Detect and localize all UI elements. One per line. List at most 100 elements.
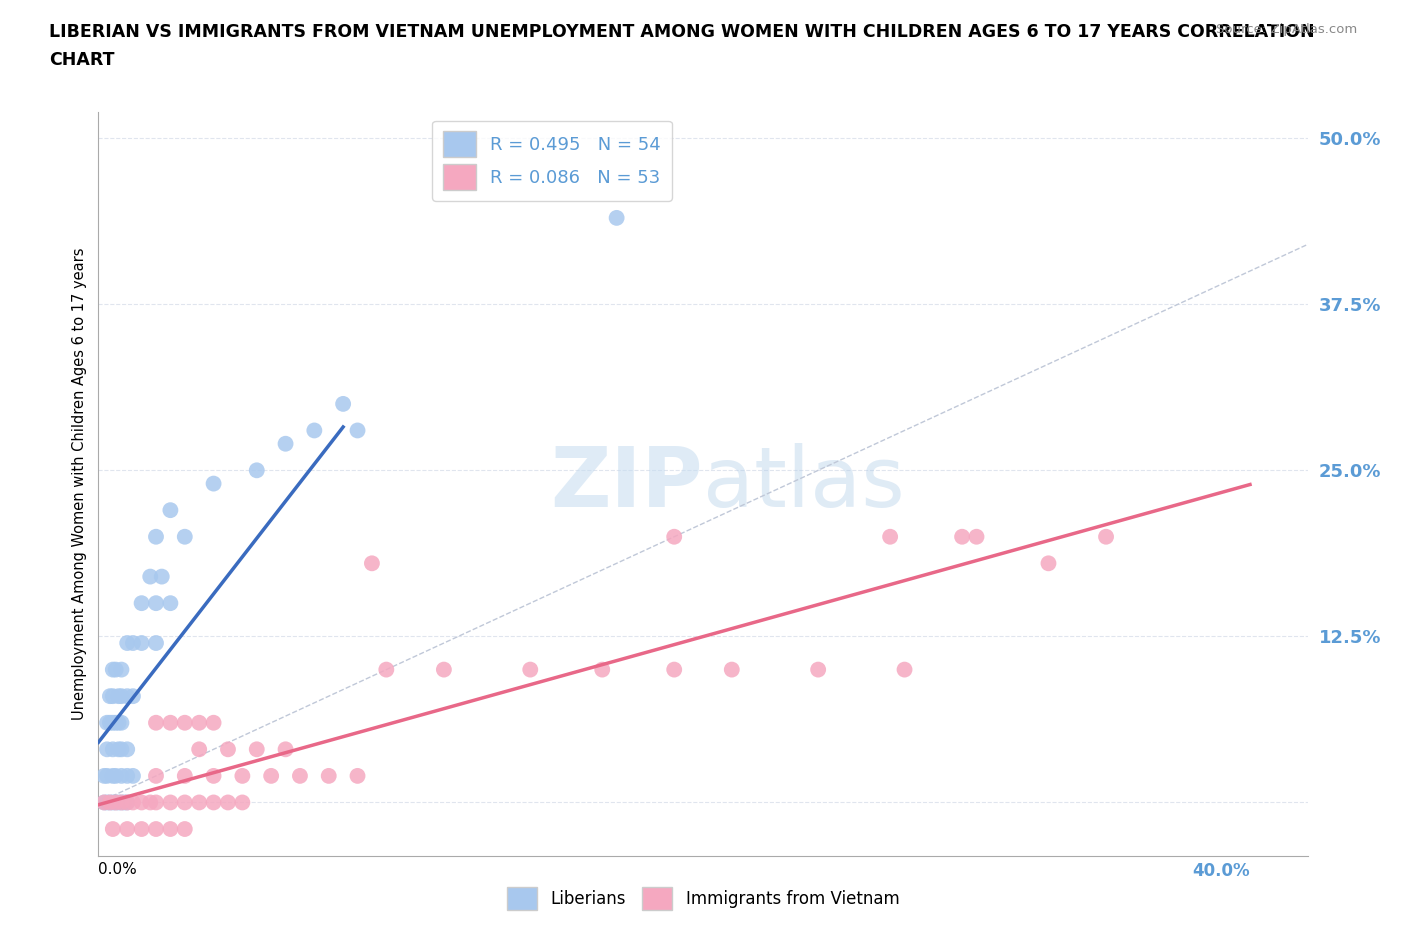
Point — [433, 662, 456, 677]
Point — [159, 596, 181, 611]
Point — [107, 689, 129, 704]
Text: CHART: CHART — [49, 51, 115, 69]
Point — [98, 689, 121, 704]
Point — [139, 569, 162, 584]
Point — [96, 768, 118, 783]
Point — [115, 768, 138, 783]
Point — [93, 768, 115, 783]
Point — [101, 768, 124, 783]
Point — [159, 795, 181, 810]
Point — [720, 662, 742, 677]
Point — [112, 795, 135, 810]
Point — [288, 768, 311, 783]
Point — [332, 396, 354, 411]
Point — [104, 795, 127, 810]
Legend: Liberians, Immigrants from Vietnam: Liberians, Immigrants from Vietnam — [501, 880, 905, 917]
Point — [110, 662, 132, 677]
Point — [260, 768, 283, 783]
Point — [150, 569, 173, 584]
Point — [115, 635, 138, 650]
Point — [98, 795, 121, 810]
Point — [188, 742, 211, 757]
Point — [246, 463, 269, 478]
Point — [202, 768, 225, 783]
Point — [173, 821, 195, 836]
Point — [93, 795, 115, 810]
Point — [173, 529, 195, 544]
Point — [101, 742, 124, 757]
Point — [104, 768, 127, 783]
Point — [110, 689, 132, 704]
Point — [159, 715, 181, 730]
Point — [346, 768, 368, 783]
Point — [231, 768, 253, 783]
Point — [159, 821, 181, 836]
Point — [93, 795, 115, 810]
Text: ZIP: ZIP — [551, 443, 703, 525]
Point — [591, 662, 613, 677]
Point — [950, 529, 973, 544]
Point — [122, 768, 145, 783]
Point — [274, 436, 297, 451]
Point — [115, 821, 138, 836]
Point — [115, 742, 138, 757]
Point — [101, 795, 124, 810]
Point — [145, 821, 167, 836]
Point — [98, 715, 121, 730]
Point — [173, 768, 195, 783]
Point — [101, 715, 124, 730]
Point — [159, 503, 181, 518]
Legend: R = 0.495   N = 54, R = 0.086   N = 53: R = 0.495 N = 54, R = 0.086 N = 53 — [432, 121, 672, 201]
Point — [98, 795, 121, 810]
Point — [879, 529, 901, 544]
Point — [173, 715, 195, 730]
Y-axis label: Unemployment Among Women with Children Ages 6 to 17 years: Unemployment Among Women with Children A… — [72, 247, 87, 720]
Point — [807, 662, 830, 677]
Point — [96, 742, 118, 757]
Text: 0.0%: 0.0% — [98, 862, 138, 877]
Point — [202, 795, 225, 810]
Point — [115, 795, 138, 810]
Point — [145, 768, 167, 783]
Point — [110, 795, 132, 810]
Point — [110, 742, 132, 757]
Point — [104, 795, 127, 810]
Text: LIBERIAN VS IMMIGRANTS FROM VIETNAM UNEMPLOYMENT AMONG WOMEN WITH CHILDREN AGES : LIBERIAN VS IMMIGRANTS FROM VIETNAM UNEM… — [49, 23, 1315, 41]
Point — [361, 556, 384, 571]
Point — [188, 715, 211, 730]
Text: Source: ZipAtlas.com: Source: ZipAtlas.com — [1216, 23, 1357, 36]
Point — [966, 529, 988, 544]
Point — [96, 795, 118, 810]
Point — [217, 795, 239, 810]
Point — [1095, 529, 1118, 544]
Point — [107, 742, 129, 757]
Point — [104, 662, 127, 677]
Point — [202, 715, 225, 730]
Point — [217, 742, 239, 757]
Point — [145, 795, 167, 810]
Point — [115, 795, 138, 810]
Text: atlas: atlas — [703, 443, 904, 525]
Point — [107, 795, 129, 810]
Point — [304, 423, 326, 438]
Point — [131, 635, 153, 650]
Point — [664, 662, 686, 677]
Point — [115, 689, 138, 704]
Point — [145, 715, 167, 730]
Point — [375, 662, 398, 677]
Point — [246, 742, 269, 757]
Point — [110, 768, 132, 783]
Text: 40.0%: 40.0% — [1192, 862, 1250, 880]
Point — [231, 795, 253, 810]
Point — [145, 529, 167, 544]
Point — [346, 423, 368, 438]
Point — [139, 795, 162, 810]
Point — [96, 715, 118, 730]
Point — [145, 635, 167, 650]
Point — [519, 662, 541, 677]
Point — [131, 821, 153, 836]
Point — [131, 795, 153, 810]
Point — [131, 596, 153, 611]
Point — [122, 795, 145, 810]
Point — [188, 795, 211, 810]
